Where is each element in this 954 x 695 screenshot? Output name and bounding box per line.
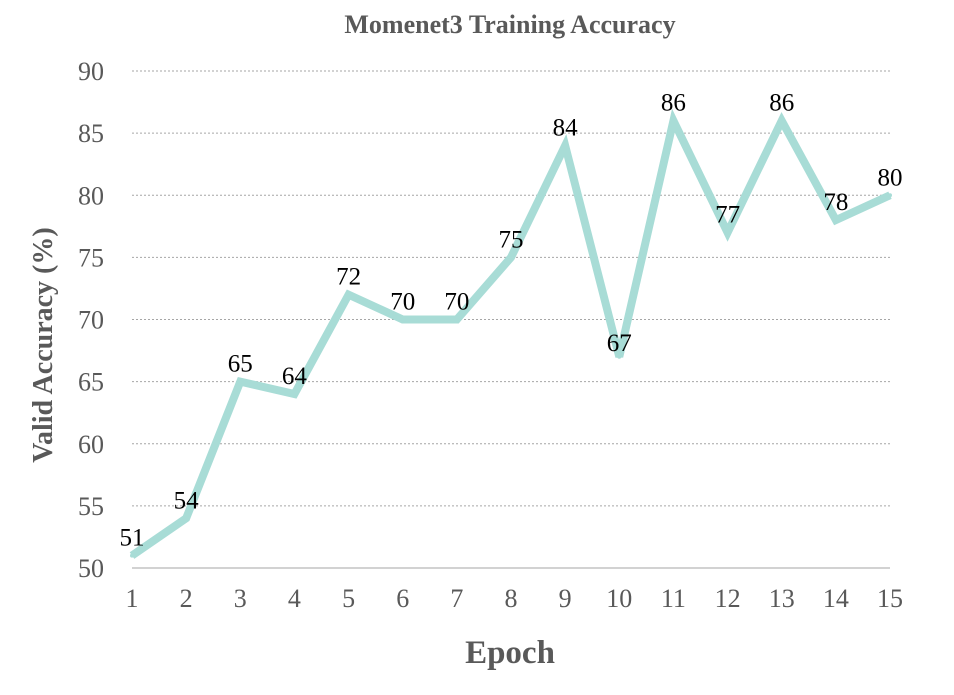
data-label-epoch-5: 72 xyxy=(336,264,361,291)
data-point-epoch-15 xyxy=(888,193,892,198)
x-tick-label-4: 4 xyxy=(288,584,301,613)
data-point-epoch-2 xyxy=(184,516,189,521)
data-point-epoch-12 xyxy=(725,230,730,235)
x-tick-label-10: 10 xyxy=(606,584,632,613)
x-axis-tick-labels: 1 2 3 4 5 6 7 8 9 10 11 12 13 14 15 xyxy=(126,584,904,613)
x-tick-label-2: 2 xyxy=(180,584,193,613)
data-label-epoch-12: 77 xyxy=(715,202,740,229)
y-axis-title: Valid Accuracy (%) xyxy=(28,227,59,462)
x-tick-label-14: 14 xyxy=(823,584,849,613)
y-tick-label-65: 65 xyxy=(78,368,104,397)
y-tick-label-75: 75 xyxy=(78,243,104,272)
x-tick-label-11: 11 xyxy=(661,584,686,613)
data-label-epoch-8: 75 xyxy=(499,226,524,253)
x-axis-title: Epoch xyxy=(465,635,555,671)
data-labels: 51 54 65 64 72 70 70 75 84 67 86 77 86 78 80 xyxy=(120,90,903,552)
data-point-epoch-10 xyxy=(617,354,622,359)
y-tick-label-55: 55 xyxy=(78,492,104,521)
data-point-epoch-7 xyxy=(454,317,459,322)
data-point-epoch-9 xyxy=(563,143,568,148)
x-tick-label-8: 8 xyxy=(505,584,518,613)
series-layer xyxy=(129,108,892,559)
series-line-1 xyxy=(129,108,892,559)
data-point-epoch-1 xyxy=(130,553,134,558)
data-label-epoch-15: 80 xyxy=(878,164,903,191)
data-label-epoch-11: 86 xyxy=(661,90,686,117)
data-label-epoch-3: 65 xyxy=(228,351,253,378)
data-label-epoch-7: 70 xyxy=(444,289,469,316)
x-tick-label-15: 15 xyxy=(877,584,903,613)
y-tick-label-50: 50 xyxy=(78,554,104,583)
data-label-epoch-2: 54 xyxy=(174,487,200,514)
x-tick-label-3: 3 xyxy=(234,584,247,613)
data-label-epoch-1: 51 xyxy=(120,525,145,552)
x-tick-label-12: 12 xyxy=(715,584,741,613)
x-tick-label-5: 5 xyxy=(342,584,355,613)
data-point-epoch-11 xyxy=(671,118,676,123)
x-tick-label-7: 7 xyxy=(450,584,463,613)
y-tick-label-70: 70 xyxy=(78,306,104,335)
x-tick-label-13: 13 xyxy=(769,584,795,613)
data-label-epoch-10: 67 xyxy=(607,330,632,357)
data-label-epoch-4: 64 xyxy=(282,363,308,390)
y-tick-label-85: 85 xyxy=(78,119,104,148)
chart-title: Momenet3 Training Accuracy xyxy=(344,10,675,39)
y-axis-tick-labels: 50 55 60 65 70 75 80 85 90 xyxy=(78,57,104,583)
y-tick-label-60: 60 xyxy=(78,430,104,459)
y-tick-label-80: 80 xyxy=(78,181,104,210)
data-point-epoch-5 xyxy=(346,292,351,297)
data-label-epoch-9: 84 xyxy=(553,115,579,142)
data-label-epoch-14: 78 xyxy=(823,189,848,216)
data-point-epoch-8 xyxy=(509,255,513,260)
data-label-epoch-6: 70 xyxy=(390,289,415,316)
data-point-epoch-6 xyxy=(400,317,405,322)
x-tick-label-1: 1 xyxy=(126,584,139,613)
x-tick-label-6: 6 xyxy=(396,584,409,613)
data-point-epoch-14 xyxy=(833,218,838,223)
data-label-epoch-13: 86 xyxy=(769,90,794,117)
data-point-epoch-3 xyxy=(238,379,243,384)
data-point-epoch-4 xyxy=(292,392,297,397)
data-point-epoch-13 xyxy=(779,118,784,123)
x-tick-label-9: 9 xyxy=(559,584,572,613)
y-tick-label-90: 90 xyxy=(78,57,104,86)
